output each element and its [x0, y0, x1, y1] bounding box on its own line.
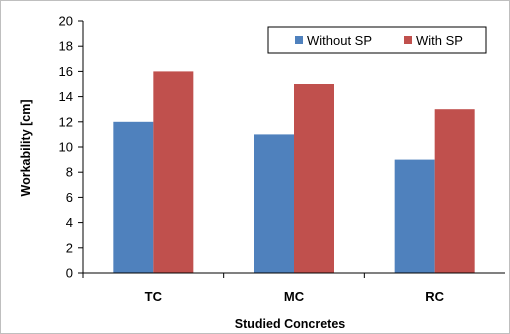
bars: [113, 71, 474, 273]
legend-swatch-without-sp: [295, 36, 303, 44]
legend-label-with-sp: With SP: [416, 33, 463, 48]
legend-swatch-with-sp: [404, 36, 412, 44]
y-tick-label: 14: [59, 89, 73, 104]
x-category-label: TC: [145, 289, 163, 304]
bar-mc-without-sp: [254, 134, 294, 273]
y-tick-label: 6: [66, 190, 73, 205]
y-axis-ticks: 0 2 4 6 8 10 12 14 16 18 20: [59, 14, 83, 281]
y-tick-label: 18: [59, 39, 73, 54]
bar-tc-without-sp: [113, 122, 153, 273]
x-category-label: MC: [284, 289, 305, 304]
y-tick-label: 12: [59, 114, 73, 129]
y-tick-label: 10: [59, 140, 73, 155]
y-tick-label: 8: [66, 165, 73, 180]
y-tick-label: 0: [66, 266, 73, 281]
x-category-label: RC: [425, 289, 444, 304]
x-axis-categories: TC MC RC: [83, 273, 445, 304]
bar-mc-with-sp: [294, 84, 334, 273]
bar-tc-with-sp: [153, 71, 193, 273]
bar-rc-without-sp: [395, 160, 435, 273]
x-axis-title: Studied Concretes: [235, 317, 345, 331]
y-tick-label: 4: [66, 215, 73, 230]
legend: Without SP With SP: [268, 27, 486, 53]
y-tick-label: 20: [59, 14, 73, 29]
y-tick-label: 2: [66, 240, 73, 255]
bar-rc-with-sp: [435, 109, 475, 273]
legend-label-without-sp: Without SP: [307, 33, 372, 48]
y-axis-title: Workability [cm]: [19, 99, 33, 196]
y-tick-label: 16: [59, 64, 73, 79]
